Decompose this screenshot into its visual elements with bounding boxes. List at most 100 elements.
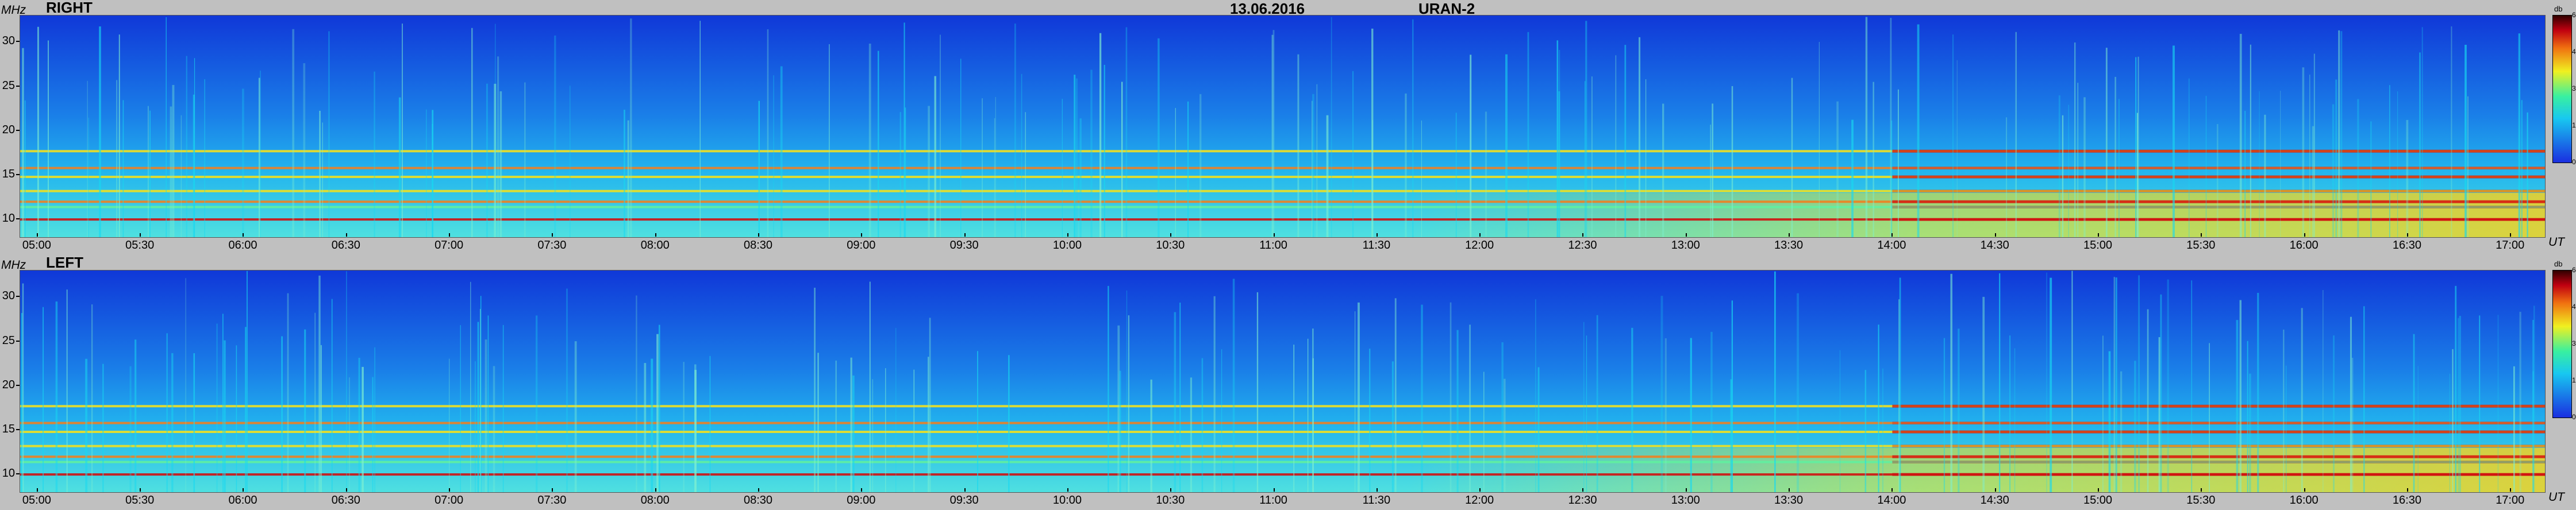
burst-spike: [1660, 296, 1663, 492]
burst-spike: [1272, 30, 1275, 237]
burst-spike: [171, 353, 174, 492]
burst-spike: [994, 118, 995, 237]
x-axis-unit: UT: [2548, 490, 2565, 504]
burst-spike: [1470, 55, 1472, 237]
burst-spike: [48, 40, 49, 237]
x-tick-mark: [1273, 488, 1275, 492]
burst-spike: [1645, 79, 1647, 237]
burst-spike: [2120, 371, 2123, 492]
x-tick-mark: [345, 233, 347, 237]
burst-spike: [193, 353, 195, 492]
colorbar-unit: db: [2554, 260, 2563, 268]
x-tick-label: 16:30: [2392, 494, 2421, 507]
x-tick-label: 13:00: [1671, 494, 1700, 507]
burst-spike: [683, 362, 685, 492]
burst-spike: [2239, 33, 2242, 237]
x-tick-label: 11:30: [1362, 494, 1391, 507]
x-tick-label: 14:30: [1980, 239, 2009, 252]
burst-spike: [2217, 123, 2219, 237]
x-tick-label: 08:30: [743, 494, 773, 507]
burst-spike: [699, 21, 701, 237]
x-tick-mark: [552, 233, 553, 237]
burst-spike: [2455, 285, 2457, 492]
x-tick-mark: [1067, 233, 1068, 237]
x-tick-mark: [1170, 488, 1172, 492]
burst-spike: [694, 370, 697, 492]
x-tick-label: 07:30: [537, 494, 567, 507]
x-tick-label: 17:00: [2496, 494, 2525, 507]
burst-spike: [2062, 115, 2064, 237]
burst-spike: [471, 28, 473, 237]
burst-spike: [1213, 296, 1216, 492]
burst-spike: [1150, 379, 1152, 492]
band-line: [20, 455, 2545, 458]
burst-spike: [1664, 338, 1667, 492]
burst-spike: [2313, 53, 2315, 237]
x-tick-mark: [2098, 233, 2099, 237]
burst-spike: [2191, 280, 2193, 492]
burst-spike: [895, 328, 897, 492]
colorbar: [2552, 270, 2572, 418]
x-tick-mark: [1582, 488, 1584, 492]
burst-spike: [814, 287, 816, 492]
burst-spike: [905, 107, 906, 237]
burst-spike: [656, 334, 659, 492]
burst-spike: [2301, 308, 2303, 492]
burst-spike: [2351, 357, 2354, 492]
burst-spike: [172, 84, 175, 237]
burst-spike: [1075, 78, 1078, 237]
burst-spike: [644, 363, 647, 492]
burst-spike: [2074, 42, 2076, 237]
burst-spike: [303, 63, 306, 237]
burst-spike: [1865, 17, 1868, 237]
x-tick-label: 05:30: [125, 494, 155, 507]
burst-spike: [2333, 335, 2335, 492]
x-tick-label: 17:00: [2496, 239, 2525, 252]
burst-spike: [2452, 349, 2454, 492]
burst-spike: [349, 377, 350, 492]
x-tick-label: 11:00: [1259, 494, 1287, 507]
burst-spike: [2521, 100, 2523, 237]
burst-spike: [204, 79, 205, 237]
burst-spike: [1982, 296, 1985, 492]
x-tick-label: 06:00: [228, 494, 257, 507]
burst-spike: [1021, 74, 1022, 237]
burst-spike: [1890, 18, 1892, 237]
burst-spike: [773, 75, 774, 237]
burst-spike: [1456, 330, 1459, 492]
burst-spike: [2014, 348, 2016, 492]
burst-spike: [2413, 334, 2415, 492]
burst-spike: [1873, 82, 1874, 237]
burst-spike: [1187, 101, 1189, 237]
burst-spike: [186, 56, 187, 237]
burst-spike: [2527, 112, 2528, 237]
burst-spike: [1099, 33, 1102, 237]
burst-spike: [485, 339, 487, 492]
y-axis-unit: MHz: [1, 3, 26, 17]
burst-spike: [304, 329, 306, 492]
colorbar-tick-label: 60: [2572, 266, 2576, 274]
x-tick-mark: [2510, 488, 2512, 492]
burst-spike: [281, 336, 283, 492]
burst-spike: [1008, 355, 1010, 492]
burst-spike: [85, 358, 88, 492]
burst-spike: [55, 301, 58, 492]
burst-spike: [1712, 103, 1714, 237]
burst-spike: [1898, 299, 1900, 492]
burst-spike: [1556, 40, 1559, 237]
burst-spike: [2519, 311, 2521, 492]
band-line-hot: [1892, 404, 2545, 408]
burst-spike: [850, 357, 852, 492]
x-tick-label: 09:30: [949, 494, 979, 507]
burst-spike: [2160, 294, 2162, 492]
burst-spike: [2467, 96, 2469, 237]
burst-spike: [487, 315, 489, 492]
burst-spike: [1326, 115, 1329, 237]
burst-spike: [1851, 119, 1854, 237]
burst-spike: [129, 366, 132, 492]
band-line-hot: [1892, 218, 2545, 221]
x-tick-mark: [2304, 488, 2305, 492]
burst-spike: [2458, 318, 2459, 492]
x-tick-mark: [2510, 233, 2512, 237]
burst-spike: [1952, 34, 1954, 237]
